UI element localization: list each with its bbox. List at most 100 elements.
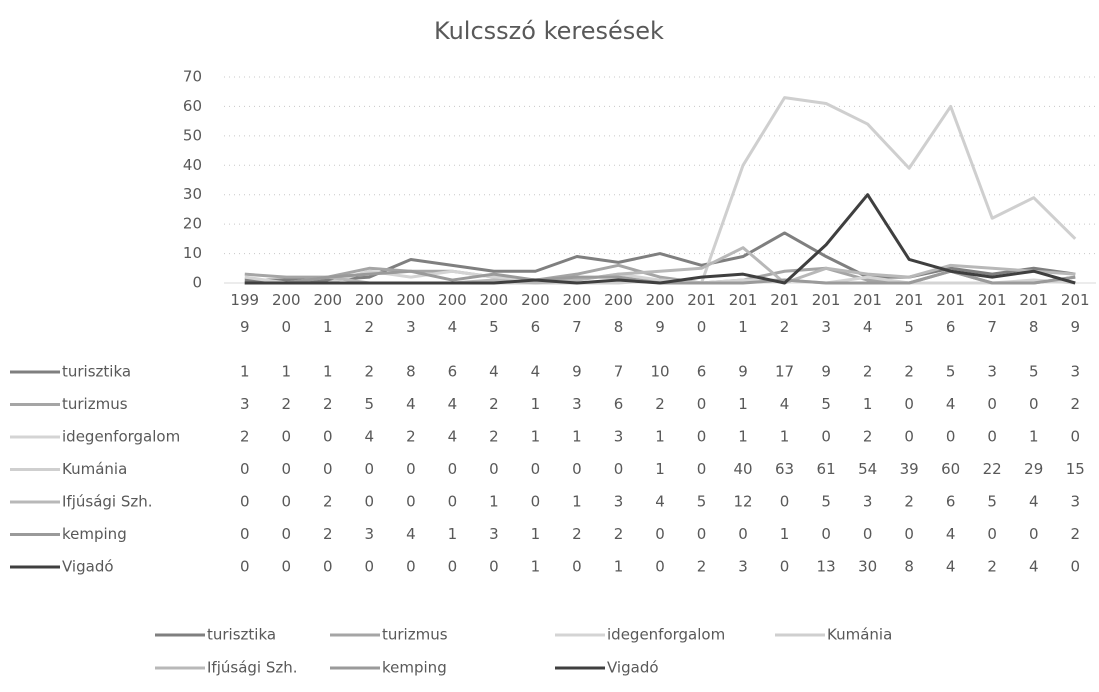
table-cell: 4 xyxy=(448,395,458,413)
table-cell: 1 xyxy=(572,493,582,511)
table-cell: 0 xyxy=(365,558,375,576)
table-cell: 0 xyxy=(406,558,416,576)
table-cell: 0 xyxy=(821,428,831,446)
x-tick-label: 2012 xyxy=(770,291,799,336)
table-cell: 1 xyxy=(614,558,624,576)
legend-label: turisztika xyxy=(207,626,276,644)
legend-label: Vigadó xyxy=(607,659,659,677)
table-cell: 3 xyxy=(365,525,375,543)
table-cell: 2 xyxy=(282,395,292,413)
table-cell: 4 xyxy=(489,363,499,381)
table-cell: 0 xyxy=(1029,525,1039,543)
table-cell: 2 xyxy=(904,363,914,381)
table-cell: 1 xyxy=(655,460,665,478)
y-tick-label: 10 xyxy=(183,244,202,262)
table-cell: 1 xyxy=(531,428,541,446)
table-cell: 4 xyxy=(365,428,375,446)
series-line xyxy=(244,193,1076,285)
table-cell: 0 xyxy=(282,525,292,543)
table-cell: 0 xyxy=(1070,428,1080,446)
series-line xyxy=(244,231,1076,282)
table-cell: 0 xyxy=(282,460,292,478)
series-line xyxy=(244,96,1077,285)
x-tick-label: 1999 xyxy=(230,291,260,336)
table-cell: 4 xyxy=(655,493,665,511)
table-cell: 2 xyxy=(489,428,499,446)
table-cell: 0 xyxy=(780,558,790,576)
table-cell: 5 xyxy=(697,493,707,511)
x-tick-label: 2008 xyxy=(604,291,633,336)
table-cell: 0 xyxy=(863,525,873,543)
table-cell: 0 xyxy=(780,493,790,511)
y-tick-label: 0 xyxy=(192,274,202,292)
table-cell: 4 xyxy=(406,525,416,543)
table-cell: 0 xyxy=(282,428,292,446)
table-cell: 4 xyxy=(946,395,956,413)
table-cell: 0 xyxy=(987,428,997,446)
x-tick-label: 2018 xyxy=(1019,291,1049,336)
table-row-label: Kumánia xyxy=(62,460,127,478)
table-cell: 2 xyxy=(863,428,873,446)
table-cell: 0 xyxy=(655,525,665,543)
table-cell: 0 xyxy=(240,460,250,478)
x-tick-label: 2017 xyxy=(977,291,1007,336)
table-cell: 0 xyxy=(904,428,914,446)
table-row-label: Ifjúsági Szh. xyxy=(62,493,153,511)
table-cell: 9 xyxy=(738,363,748,381)
table-cell: 6 xyxy=(946,493,956,511)
table-cell: 0 xyxy=(282,493,292,511)
table-cell: 6 xyxy=(448,363,458,381)
x-tick-label: 2009 xyxy=(645,291,675,336)
x-tick-label: 2000 xyxy=(271,291,301,336)
table-cell: 1 xyxy=(531,525,541,543)
table-cell: 0 xyxy=(572,460,582,478)
x-tick-label: 2014 xyxy=(853,291,882,336)
table-cell: 0 xyxy=(240,493,250,511)
y-tick-label: 20 xyxy=(183,215,202,233)
table-cell: 1 xyxy=(572,428,582,446)
table-cell: 30 xyxy=(858,558,877,576)
table-cell: 3 xyxy=(489,525,499,543)
table-cell: 2 xyxy=(697,558,707,576)
x-tick-label: 2002 xyxy=(355,291,384,336)
table-cell: 0 xyxy=(365,493,375,511)
table-row-label: idegenforgalom xyxy=(62,428,180,446)
table-cell: 0 xyxy=(987,525,997,543)
table-cell: 8 xyxy=(406,363,416,381)
x-tick-label: 2003 xyxy=(396,291,426,336)
table-cell: 5 xyxy=(987,493,997,511)
table-cell: 5 xyxy=(1029,363,1039,381)
table-cell: 5 xyxy=(821,395,831,413)
x-tick-label: 2011 xyxy=(728,291,758,336)
table-cell: 1 xyxy=(448,525,458,543)
legend-label: kemping xyxy=(382,659,447,677)
table-cell: 0 xyxy=(406,460,416,478)
table-cell: 7 xyxy=(614,363,624,381)
legend-label: Kumánia xyxy=(827,626,892,644)
table-cell: 8 xyxy=(904,558,914,576)
table-cell: 0 xyxy=(531,460,541,478)
table-cell: 0 xyxy=(821,525,831,543)
table-cell: 2 xyxy=(323,493,333,511)
table-row-label: kemping xyxy=(62,525,127,543)
table-cell: 1 xyxy=(863,395,873,413)
x-tick-label: 2004 xyxy=(438,291,467,336)
table-cell: 13 xyxy=(817,558,836,576)
table-cell: 5 xyxy=(365,395,375,413)
x-tick-label: 2015 xyxy=(894,291,924,336)
table-row-label: Vigadó xyxy=(62,558,114,576)
legend-label: Ifjúsági Szh. xyxy=(207,659,298,677)
table-cell: 1 xyxy=(738,428,748,446)
table-cell: 9 xyxy=(821,363,831,381)
table-cell: 10 xyxy=(650,363,669,381)
table-cell: 1 xyxy=(1029,428,1039,446)
table-cell: 0 xyxy=(489,460,499,478)
table-cell: 0 xyxy=(987,395,997,413)
table-cell: 0 xyxy=(448,493,458,511)
table-cell: 54 xyxy=(858,460,877,478)
table-cell: 0 xyxy=(904,525,914,543)
table-cell: 3 xyxy=(987,363,997,381)
table-cell: 2 xyxy=(406,428,416,446)
table-cell: 2 xyxy=(614,525,624,543)
